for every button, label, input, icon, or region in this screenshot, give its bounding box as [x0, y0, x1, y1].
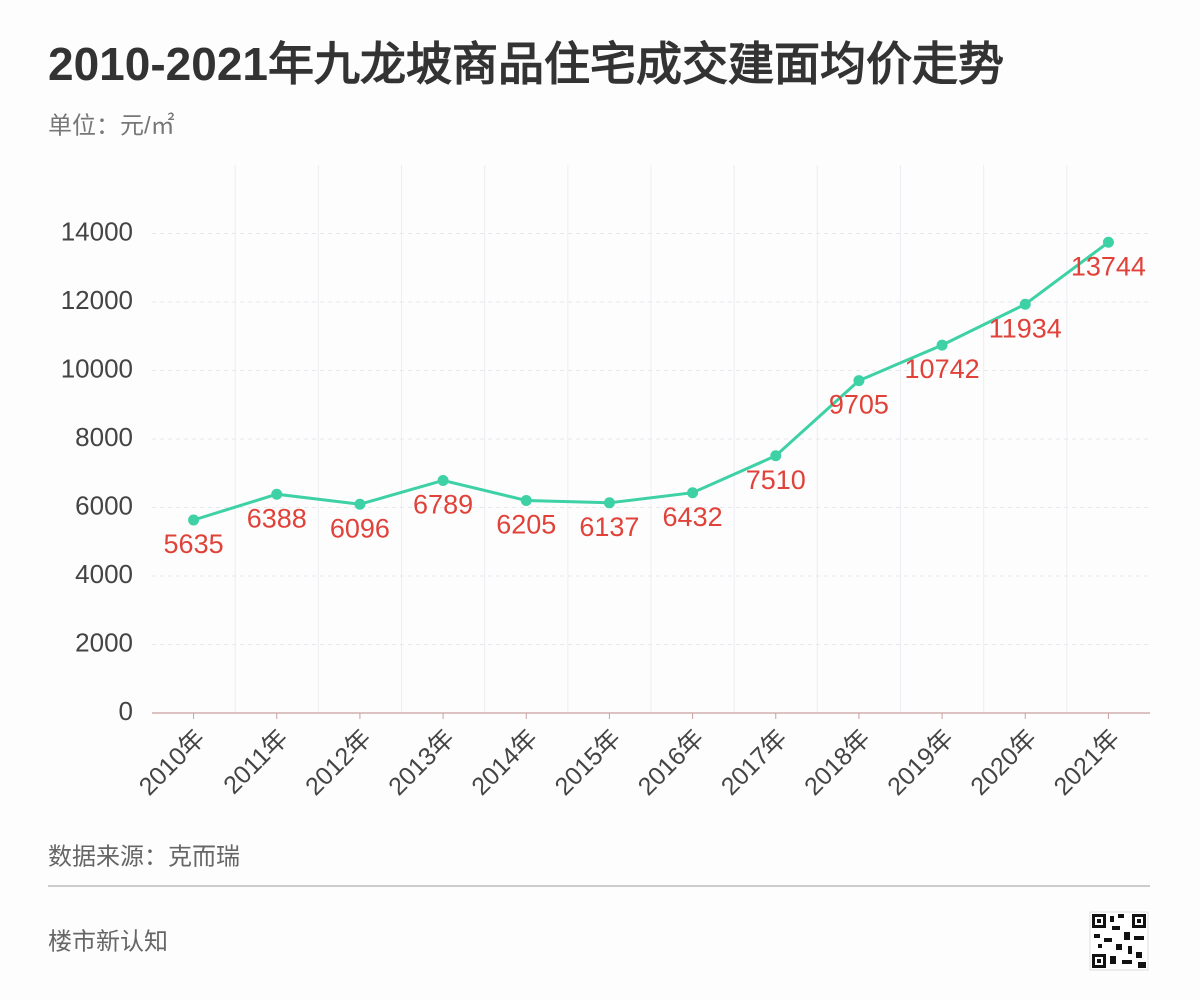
- data-label: 6432: [663, 502, 723, 532]
- data-label: 6789: [413, 490, 473, 520]
- y-tick-label: 6000: [75, 490, 133, 520]
- data-label: 6096: [330, 513, 390, 543]
- data-line: [193, 241, 1110, 522]
- data-label: 13744: [1071, 251, 1146, 281]
- qr-code: [1089, 911, 1149, 971]
- data-label: 6205: [496, 510, 556, 540]
- y-tick-label: 4000: [75, 559, 133, 589]
- data-point: [687, 487, 699, 499]
- y-tick-label: 2000: [75, 627, 133, 657]
- data-point: [354, 498, 366, 510]
- data-label: 5635: [164, 529, 224, 559]
- data-label: 7510: [746, 465, 806, 495]
- data-label: 6388: [247, 503, 307, 533]
- data-point: [853, 375, 865, 387]
- chart-title: 2010-2021年九龙坡商品住宅成交建面均价走势: [48, 38, 1004, 90]
- data-point: [603, 497, 615, 509]
- data-point: [936, 339, 948, 351]
- y-tick-label: 0: [119, 696, 133, 726]
- chart-subtitle: 单位：元/㎡: [48, 112, 175, 139]
- y-tick-label: 8000: [75, 422, 133, 452]
- data-point: [1019, 298, 1031, 310]
- data-label: 11934: [989, 313, 1062, 343]
- source-note: 数据来源：克而瑞: [48, 843, 240, 870]
- footer-brand: 楼市新认知: [48, 928, 168, 955]
- data-point: [520, 494, 532, 506]
- data-label: 10742: [905, 354, 980, 384]
- y-tick-label: 14000: [61, 216, 133, 246]
- y-tick-label: 10000: [61, 353, 133, 383]
- data-label: 9705: [829, 390, 889, 420]
- data-label: 6137: [579, 512, 639, 542]
- data-point: [271, 488, 283, 500]
- data-point: [770, 450, 782, 462]
- data-point: [437, 474, 449, 486]
- y-tick-label: 12000: [61, 285, 133, 315]
- data-point: [188, 514, 200, 526]
- data-point: [1102, 236, 1114, 248]
